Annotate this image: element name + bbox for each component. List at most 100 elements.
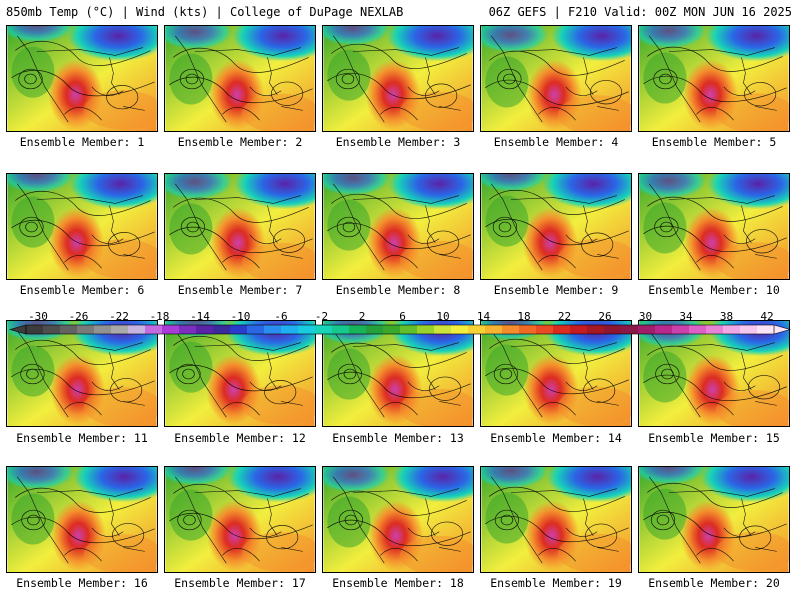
ensemble-member-label: Ensemble Member: 12 [174, 431, 306, 445]
colorbar-segment [417, 325, 435, 334]
ensemble-member-map [638, 466, 790, 573]
colorbar-segment [366, 325, 384, 334]
colorbar-tick-label: 26 [598, 310, 611, 323]
colorbar-tick-label: 18 [517, 310, 530, 323]
colorbar-tick-label: 38 [720, 310, 733, 323]
colorbar-segment [604, 325, 622, 334]
colorbar-tick-label: -22 [109, 310, 129, 323]
colorbar-segment [43, 325, 61, 334]
colorbar-segment [451, 325, 469, 334]
colorbar-tick-label: -26 [69, 310, 89, 323]
colorbar-tick-label: 2 [359, 310, 366, 323]
colorbar-tick-label: -6 [274, 310, 287, 323]
colorbar-segment [757, 325, 775, 334]
ensemble-member-map [6, 25, 158, 132]
ensemble-member-label: Ensemble Member: 14 [490, 431, 622, 445]
colorbar-segment [196, 325, 214, 334]
ensemble-member-map [164, 25, 316, 132]
colorbar-segment [468, 325, 486, 334]
colorbar-segment [638, 325, 656, 334]
colorbar-segment [587, 325, 605, 334]
colorbar-segment [689, 325, 707, 334]
colorbar-segment [349, 325, 367, 334]
ensemble-member-label: Ensemble Member: 2 [177, 135, 303, 149]
ensemble-member-map [480, 173, 632, 280]
colorbar-tick-label: 22 [558, 310, 571, 323]
colorbar-segment [519, 325, 537, 334]
ensemble-member-map [322, 466, 474, 573]
ensemble-member-label: Ensemble Member: 15 [648, 431, 780, 445]
colorbar-segment [502, 325, 520, 334]
colorbar-segment [740, 325, 758, 334]
ensemble-member-label: Ensemble Member: 8 [335, 283, 461, 297]
ensemble-member-label: Ensemble Member: 6 [19, 283, 145, 297]
colorbar-segment [60, 325, 78, 334]
colorbar-tick-label: -18 [150, 310, 170, 323]
colorbar-segment [621, 325, 639, 334]
colorbar-segment [213, 325, 231, 334]
colorbar-segment [230, 325, 248, 334]
ensemble-member-map [164, 173, 316, 280]
ensemble-member-label: Ensemble Member: 1 [19, 135, 145, 149]
colorbar-segment [536, 325, 554, 334]
ensemble-member-label: Ensemble Member: 11 [16, 431, 148, 445]
colorbar-tick-label: 14 [477, 310, 491, 323]
colorbar-segment [77, 325, 95, 334]
colorbar-segment [570, 325, 588, 334]
ensemble-member-map [480, 320, 632, 427]
colorbar-segment [298, 325, 316, 334]
ensemble-member-label: Ensemble Member: 20 [648, 576, 780, 590]
colorbar-tick-label: 30 [639, 310, 652, 323]
colorbar-segment [706, 325, 724, 334]
ensemble-member-label: Ensemble Member: 3 [335, 135, 461, 149]
ensemble-member-label: Ensemble Member: 7 [177, 283, 303, 297]
ensemble-member-label: Ensemble Member: 16 [16, 576, 148, 590]
colorbar-segment [264, 325, 282, 334]
colorbar-segment [128, 325, 146, 334]
colorbar-segment [162, 325, 180, 334]
colorbar-tick-label: 6 [399, 310, 406, 323]
ensemble-member-label: Ensemble Member: 13 [332, 431, 464, 445]
map-title: 850mb Temp (°C) | Wind (kts) | College o… [6, 5, 404, 19]
ensemble-member-label: Ensemble Member: 5 [651, 135, 777, 149]
colorbar-segment [281, 325, 299, 334]
colorbar-segment [655, 325, 673, 334]
colorbar-segment [723, 325, 741, 334]
temperature-colorbar: -30 -26 -22 -18 -14 -10 -6 -2 2 6 10 14 18 22 26 30 34 38… [8, 310, 792, 335]
colorbar-segment [111, 325, 129, 334]
colorbar-segment [26, 325, 44, 334]
colorbar-tick-label: 10 [436, 310, 449, 323]
ensemble-member-map [6, 466, 158, 573]
colorbar-tick-label: -30 [28, 310, 48, 323]
ensemble-member-map [322, 173, 474, 280]
model-run-valid-time: 06Z GEFS | F210 Valid: 00Z MON JUN 16 20… [488, 5, 792, 19]
colorbar-segment [332, 325, 350, 334]
ensemble-member-map [322, 25, 474, 132]
ensemble-member-map [6, 173, 158, 280]
colorbar-segment [247, 325, 265, 334]
ensemble-member-map [638, 173, 790, 280]
ensemble-member-label: Ensemble Member: 18 [332, 576, 464, 590]
colorbar-tick-label: 34 [679, 310, 693, 323]
colorbar-left-arrow [8, 324, 27, 335]
ensemble-member-map [480, 25, 632, 132]
colorbar-tick-label: -10 [231, 310, 251, 323]
colorbar-tick-label: -2 [315, 310, 328, 323]
ensemble-member-label: Ensemble Member: 19 [490, 576, 622, 590]
colorbar-tick-label: 42 [760, 310, 773, 323]
ensemble-member-label: Ensemble Member: 10 [648, 283, 780, 297]
colorbar-segment [434, 325, 452, 334]
ensemble-member-map [480, 466, 632, 573]
colorbar-outline [25, 324, 775, 335]
ensemble-member-label: Ensemble Member: 9 [493, 283, 619, 297]
colorbar-segment [94, 325, 112, 334]
colorbar-segment [553, 325, 571, 334]
colorbar-segment [485, 325, 503, 334]
colorbar-right-arrow [773, 324, 792, 335]
colorbar-segment [672, 325, 690, 334]
colorbar-segment [400, 325, 418, 334]
colorbar-tick-label: -14 [190, 310, 210, 323]
colorbar-segment [383, 325, 401, 334]
ensemble-member-label: Ensemble Member: 4 [493, 135, 619, 149]
ensemble-member-label: Ensemble Member: 17 [174, 576, 306, 590]
